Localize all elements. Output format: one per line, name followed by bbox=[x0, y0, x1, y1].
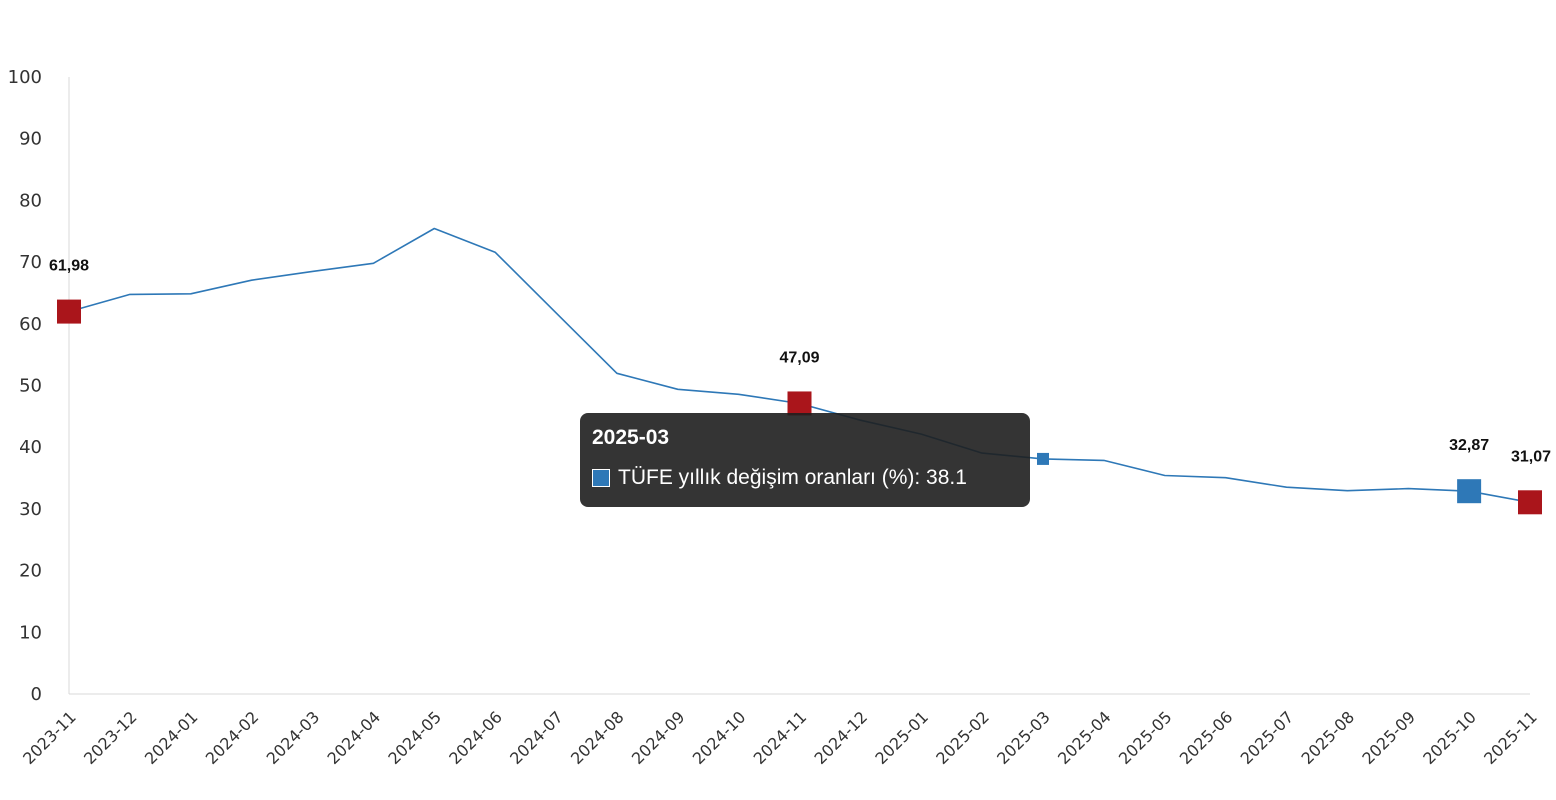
x-axis-ticks: 2023-11 2023-12 2024-01 2024-02 2024-03 2024-… bbox=[19, 707, 1541, 768]
x-tick-label: 2024-11 bbox=[750, 707, 811, 768]
y-tick-label: 80 bbox=[19, 190, 42, 211]
x-tick-label: 2024-02 bbox=[202, 707, 263, 768]
x-tick-label: 2025-01 bbox=[871, 707, 932, 768]
data-label: 32,87 bbox=[1449, 437, 1489, 454]
x-tick-label: 2024-09 bbox=[628, 707, 689, 768]
data-labels: 61,98 47,09 32,87 31,07 bbox=[49, 258, 1551, 466]
highlight-marker bbox=[1457, 479, 1482, 504]
data-label: 47,09 bbox=[779, 349, 819, 366]
x-tick-label: 2024-03 bbox=[263, 707, 324, 768]
x-tick-label: 2024-01 bbox=[141, 707, 202, 768]
y-tick-label: 100 bbox=[8, 67, 42, 88]
tooltip-series-text: TÜFE yıllık değişim oranları (%): 38.1 bbox=[618, 466, 967, 489]
tooltip-series-swatch bbox=[592, 469, 610, 487]
x-tick-label: 2024-05 bbox=[384, 707, 445, 768]
highlight-marker bbox=[57, 299, 81, 324]
y-tick-label: 0 bbox=[31, 684, 42, 705]
highlight-markers bbox=[57, 299, 1542, 515]
x-tick-label: 2024-04 bbox=[323, 707, 384, 768]
y-tick-label: 40 bbox=[19, 437, 42, 458]
x-tick-label: 2023-12 bbox=[80, 707, 141, 768]
x-tick-label: 2025-11 bbox=[1480, 707, 1541, 768]
x-tick-label: 2025-04 bbox=[1054, 707, 1115, 768]
y-tick-label: 90 bbox=[19, 129, 42, 150]
x-tick-label: 2025-10 bbox=[1419, 707, 1480, 768]
data-label: 31,07 bbox=[1511, 448, 1551, 465]
tooltip: 2025-03 TÜFE yıllık değişim oranları (%)… bbox=[580, 413, 1030, 507]
x-tick-label: 2024-06 bbox=[445, 707, 506, 768]
y-tick-label: 70 bbox=[19, 252, 42, 273]
y-tick-label: 30 bbox=[19, 499, 42, 520]
x-tick-label: 2024-07 bbox=[506, 707, 567, 768]
x-tick-label: 2025-02 bbox=[932, 707, 993, 768]
x-tick-label: 2025-08 bbox=[1297, 707, 1358, 768]
y-tick-label: 50 bbox=[19, 376, 42, 397]
hover-point-marker bbox=[1037, 452, 1049, 465]
tooltip-title: 2025-03 bbox=[592, 426, 670, 449]
y-tick-label: 60 bbox=[19, 314, 42, 335]
y-tick-label: 20 bbox=[19, 561, 42, 582]
tooltip-row: TÜFE yıllık değişim oranları (%): 38.1 bbox=[592, 465, 1018, 491]
highlight-marker bbox=[787, 391, 812, 416]
x-tick-label: 2024-12 bbox=[810, 707, 871, 768]
data-label: 61,98 bbox=[49, 258, 89, 275]
x-tick-label: 2025-03 bbox=[993, 707, 1054, 768]
axes bbox=[68, 77, 1530, 695]
x-tick-label: 2025-09 bbox=[1358, 707, 1419, 768]
y-axis-ticks: 0 10 20 30 40 50 60 70 80 90 100 bbox=[8, 67, 42, 705]
x-tick-label: 2024-10 bbox=[689, 707, 750, 768]
x-tick-label: 2025-05 bbox=[1115, 707, 1176, 768]
x-tick-label: 2025-07 bbox=[1237, 707, 1298, 768]
x-tick-label: 2025-06 bbox=[1176, 707, 1237, 768]
highlight-marker bbox=[1518, 490, 1542, 515]
x-tick-label: 2024-08 bbox=[567, 707, 628, 768]
y-tick-label: 10 bbox=[19, 622, 42, 643]
x-tick-label: 2023-11 bbox=[19, 707, 80, 768]
